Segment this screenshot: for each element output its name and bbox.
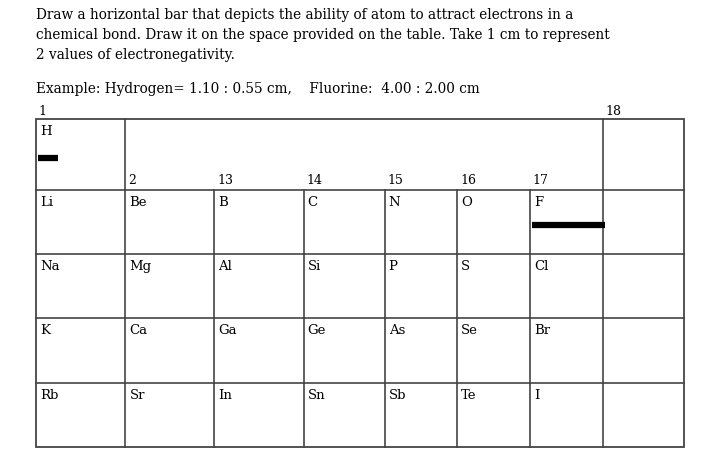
- Text: N: N: [389, 195, 400, 208]
- Text: Na: Na: [40, 259, 60, 272]
- Text: Ga: Ga: [218, 323, 237, 336]
- Text: Cl: Cl: [534, 259, 548, 272]
- Text: F: F: [534, 195, 543, 208]
- Text: 15: 15: [387, 173, 403, 186]
- Text: 14: 14: [307, 173, 323, 186]
- Text: O: O: [462, 195, 472, 208]
- Text: As: As: [389, 323, 405, 336]
- Text: Mg: Mg: [130, 259, 151, 272]
- Text: S: S: [462, 259, 470, 272]
- Text: 2: 2: [128, 173, 136, 186]
- Text: Al: Al: [218, 259, 232, 272]
- Text: Draw a horizontal bar that depicts the ability of atom to attract electrons in a: Draw a horizontal bar that depicts the a…: [36, 8, 610, 62]
- Text: Se: Se: [462, 323, 478, 336]
- Text: H: H: [40, 125, 52, 138]
- Text: B: B: [218, 195, 228, 208]
- Text: I: I: [534, 388, 539, 401]
- Text: Rb: Rb: [40, 388, 58, 401]
- Text: 16: 16: [460, 173, 476, 186]
- Text: Sb: Sb: [389, 388, 406, 401]
- Text: 17: 17: [533, 173, 549, 186]
- Text: 18: 18: [605, 105, 621, 118]
- Text: K: K: [40, 323, 50, 336]
- Bar: [36, 120, 684, 447]
- Text: Br: Br: [534, 323, 550, 336]
- Text: Sr: Sr: [130, 388, 145, 401]
- Text: 1: 1: [38, 105, 46, 118]
- Text: Te: Te: [462, 388, 477, 401]
- Text: Ge: Ge: [307, 323, 326, 336]
- Text: Sn: Sn: [307, 388, 325, 401]
- Text: Example: Hydrogen= 1.10 : 0.55 cm,    Fluorine:  4.00 : 2.00 cm: Example: Hydrogen= 1.10 : 0.55 cm, Fluor…: [36, 82, 480, 96]
- Text: Si: Si: [307, 259, 321, 272]
- Text: 13: 13: [217, 173, 233, 186]
- Text: In: In: [218, 388, 232, 401]
- Text: P: P: [389, 259, 397, 272]
- Text: Li: Li: [40, 195, 53, 208]
- Text: Ca: Ca: [130, 323, 148, 336]
- Text: Be: Be: [130, 195, 147, 208]
- Text: C: C: [307, 195, 318, 208]
